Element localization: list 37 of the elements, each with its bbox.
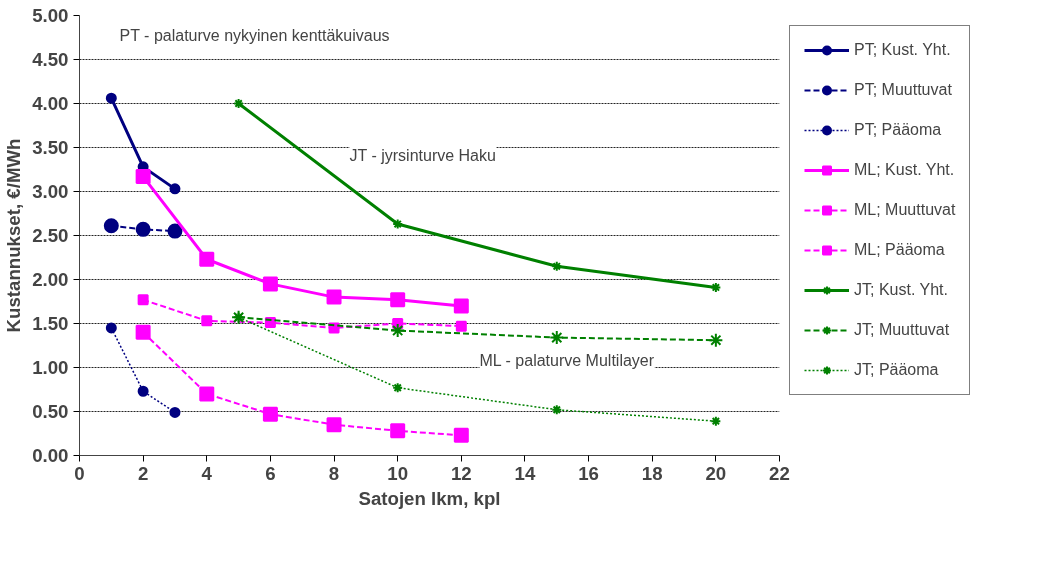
legend-label: JT; Muuttuvat: [854, 321, 950, 339]
legend-label: ML; Kust. Yht.: [854, 161, 955, 179]
y-tick-label: 2.00: [32, 269, 69, 290]
y-tick-label: 1.50: [32, 313, 69, 334]
annotation: PT - palaturve nykyinen kenttäkuivaus: [119, 27, 390, 44]
x-tick-label: 12: [450, 462, 472, 484]
y-tick-label: 0.00: [32, 445, 69, 466]
y-tick-label: 4.50: [32, 49, 69, 70]
y-axis-title: Kustannukset, €/MWh: [3, 138, 25, 333]
x-tick-label: 22: [769, 462, 790, 484]
y-tick-label: 3.00: [32, 181, 69, 202]
y-tick-label: 5.00: [32, 5, 69, 26]
legend-label: ML; Muuttuvat: [854, 201, 956, 219]
legend-label: PT; Pääoma: [854, 121, 942, 139]
y-tick-label: 2.50: [32, 225, 69, 246]
x-tick-label: 16: [578, 462, 599, 484]
x-tick-label: 2: [137, 462, 149, 484]
y-tick-label: 0.50: [32, 401, 69, 422]
legend-label: PT; Muuttuvat: [854, 81, 952, 99]
x-tick-label: 0: [74, 462, 85, 484]
x-tick-label: 20: [705, 462, 727, 484]
x-tick-label: 18: [641, 462, 663, 484]
annotation: JT - jyrsinturve Haku: [349, 147, 496, 164]
x-tick-label: 10: [387, 462, 409, 484]
y-tick-label: 3.50: [32, 137, 69, 158]
legend-label: JT; Kust. Yht.: [854, 281, 948, 299]
x-tick-label: 6: [265, 462, 276, 484]
annotation: ML - palaturve Multilayer: [479, 352, 655, 369]
x-axis-title: Satojen lkm, kpl: [358, 487, 501, 509]
y-tick-label: 1.00: [32, 357, 69, 378]
x-tick-label: 8: [328, 462, 340, 484]
x-tick-label: 4: [201, 462, 213, 484]
x-tick-label: 14: [514, 462, 536, 484]
legend-label: ML; Pääoma: [854, 241, 945, 259]
legend-label: PT; Kust. Yht.: [854, 41, 951, 59]
legend-label: JT; Pääoma: [854, 361, 939, 379]
y-tick-label: 4.00: [32, 93, 69, 114]
